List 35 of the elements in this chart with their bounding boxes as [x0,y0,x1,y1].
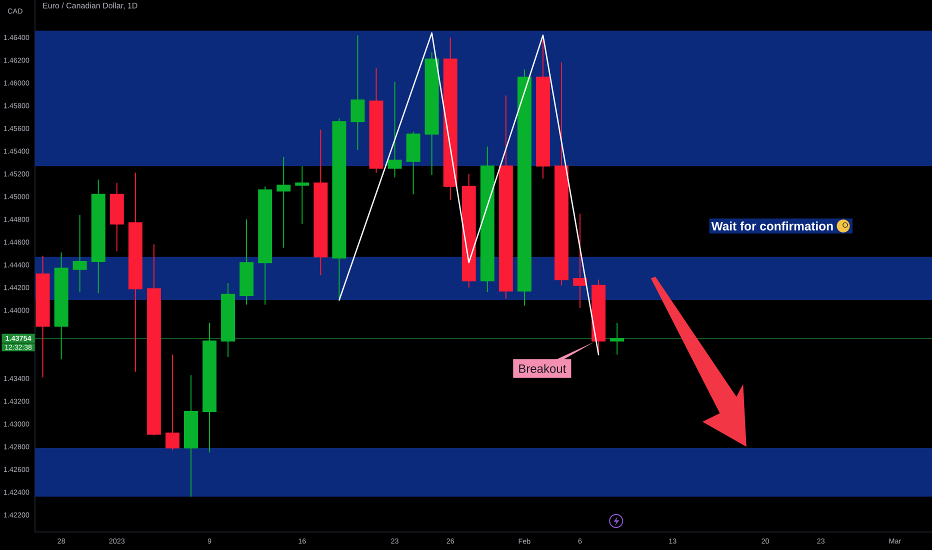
candlestick [554,62,568,286]
candlestick [498,94,513,300]
candlestick [146,244,161,436]
candlestick [314,129,328,276]
line-series [338,32,600,356]
candlestick [610,322,624,356]
candlestick [536,39,550,179]
candlestick [54,252,68,360]
annotation: Wait for confirmation [711,222,833,230]
candlestick [72,214,87,293]
candlestick [462,173,476,288]
candlestick [221,282,236,358]
candlestick [165,354,180,451]
candlestick [240,218,254,306]
annotation: Breakout [519,364,566,373]
candlestick [350,34,365,151]
candlestick [592,279,606,353]
candlestick [406,131,420,195]
candlestick [276,156,291,248]
candlestick [128,172,142,372]
candlestick [258,186,272,306]
candlestick [295,165,310,224]
candlestick [424,52,439,176]
candlestick [443,37,458,201]
candlestick [332,118,346,298]
candlestick [91,179,106,294]
candlestick [369,68,384,174]
chart-title: Euro / Canadian Dollar, 1D [43,2,138,10]
candlestick [480,146,494,293]
candlestick [36,255,50,378]
candlestick [388,81,402,178]
candlestick [517,68,532,306]
candlestick [184,374,198,498]
candlestick [202,322,216,453]
candlestick [110,182,124,252]
